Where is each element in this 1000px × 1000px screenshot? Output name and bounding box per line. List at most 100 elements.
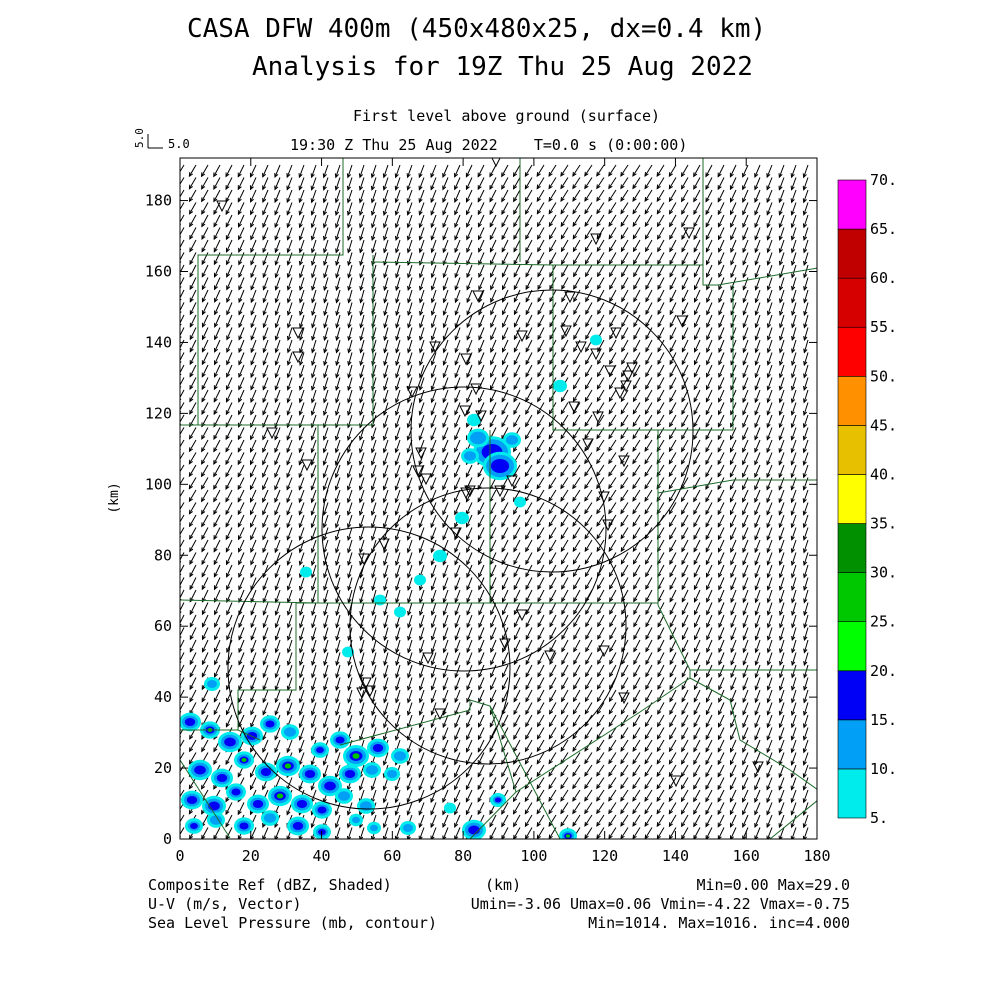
- wind-vector: [525, 327, 533, 341]
- wind-vector: [237, 452, 245, 466]
- wind-vector: [274, 702, 281, 716]
- wind-vector: [536, 502, 545, 515]
- wind-vector: [525, 252, 533, 266]
- wind-vector: [490, 327, 497, 341]
- wind-vector: [406, 514, 413, 529]
- wind-vector-head: [274, 635, 279, 641]
- wind-vector: [298, 477, 305, 491]
- wind-vector-head: [274, 360, 279, 366]
- wind-vector: [359, 239, 365, 254]
- wind-vector: [430, 577, 437, 591]
- wind-vector: [524, 177, 533, 190]
- wind-vector-shaft: [189, 589, 197, 602]
- wind-vector: [419, 302, 425, 316]
- wind-vector: [489, 202, 497, 216]
- wind-vector: [394, 477, 401, 491]
- wind-vector: [201, 564, 209, 578]
- wind-vector: [188, 189, 197, 203]
- wind-vector: [419, 289, 425, 304]
- wind-vector: [323, 677, 329, 692]
- wind-vector: [322, 202, 329, 216]
- wind-vector: [370, 439, 377, 454]
- wind-vector-head: [226, 622, 231, 629]
- wind-vector: [454, 689, 461, 704]
- wind-vector: [513, 577, 521, 591]
- wind-vector-head: [238, 710, 243, 716]
- wind-vector: [442, 677, 449, 691]
- wind-vector: [262, 327, 269, 341]
- wind-vector: [274, 164, 281, 179]
- wind-vector: [406, 214, 413, 229]
- wind-vector-head: [213, 235, 218, 241]
- wind-vector: [406, 377, 413, 391]
- wind-vector: [334, 489, 341, 504]
- wind-vector-head: [274, 710, 279, 716]
- wind-vector: [359, 389, 365, 404]
- wind-vector-head: [262, 497, 267, 503]
- wind-vector-shaft: [213, 464, 221, 477]
- wind-vector-shaft: [213, 164, 221, 177]
- wind-vector: [466, 339, 473, 354]
- wind-vector-head: [201, 547, 206, 553]
- wind-vector: [418, 227, 425, 241]
- wind-vector-head: [201, 734, 206, 740]
- wind-vector: [335, 314, 341, 329]
- wind-vector: [200, 777, 209, 790]
- wind-vector: [442, 214, 449, 229]
- wind-vector: [250, 227, 257, 241]
- wind-vector: [238, 352, 245, 366]
- wind-vector: [200, 464, 209, 478]
- wind-vector-shaft: [238, 652, 245, 665]
- wind-vector-head: [189, 397, 194, 403]
- wind-vector-shaft: [287, 364, 293, 378]
- wind-vector-shaft: [274, 177, 281, 190]
- wind-vector: [262, 702, 269, 716]
- wind-vector: [346, 164, 353, 179]
- wind-vector: [395, 239, 401, 254]
- wind-vector: [274, 389, 281, 404]
- wind-vector-shaft: [214, 602, 221, 615]
- wind-vector-shaft: [226, 389, 233, 402]
- wind-vector: [477, 202, 485, 216]
- wind-vector-shaft: [262, 189, 269, 203]
- wind-vector-shaft: [225, 539, 233, 552]
- wind-vector-head: [201, 809, 206, 815]
- wind-vector-head: [274, 235, 279, 241]
- wind-vector: [502, 314, 509, 328]
- wind-vector: [383, 252, 389, 267]
- wind-vector-shaft: [180, 639, 185, 650]
- wind-vector: [225, 389, 233, 403]
- wind-vector: [180, 402, 185, 413]
- wind-vector-shaft: [250, 302, 257, 315]
- wind-vector-shaft: [250, 489, 257, 502]
- wind-vector-shaft: [180, 289, 185, 299]
- wind-vector: [358, 502, 365, 516]
- wind-vector: [371, 564, 377, 579]
- wind-vector: [213, 464, 221, 478]
- wind-vector-head: [213, 747, 218, 753]
- wind-vector: [189, 677, 197, 691]
- wind-vector-head: [262, 310, 267, 316]
- wind-vector-head: [214, 672, 218, 678]
- wind-vector-head: [250, 298, 255, 304]
- wind-vector: [213, 264, 221, 278]
- wind-vector-head: [201, 610, 206, 616]
- wind-vector: [537, 389, 545, 403]
- wind-vector: [395, 589, 401, 604]
- wind-vector-shaft: [213, 827, 221, 839]
- wind-vector: [478, 327, 485, 341]
- wind-vector: [335, 552, 341, 567]
- wind-vector-shaft: [214, 289, 221, 303]
- wind-vector: [394, 489, 401, 504]
- wind-vector-shaft: [262, 564, 269, 578]
- wind-vector: [442, 464, 449, 479]
- wind-vector: [465, 177, 473, 191]
- wind-vector-shaft: [287, 239, 293, 253]
- wind-vector-shaft: [201, 489, 209, 502]
- wind-vector: [513, 602, 521, 616]
- wind-vector: [536, 189, 545, 203]
- wind-vector: [238, 652, 245, 666]
- wind-vector-shaft: [188, 452, 197, 464]
- wind-vector: [323, 589, 329, 604]
- wind-vector-head: [189, 247, 194, 253]
